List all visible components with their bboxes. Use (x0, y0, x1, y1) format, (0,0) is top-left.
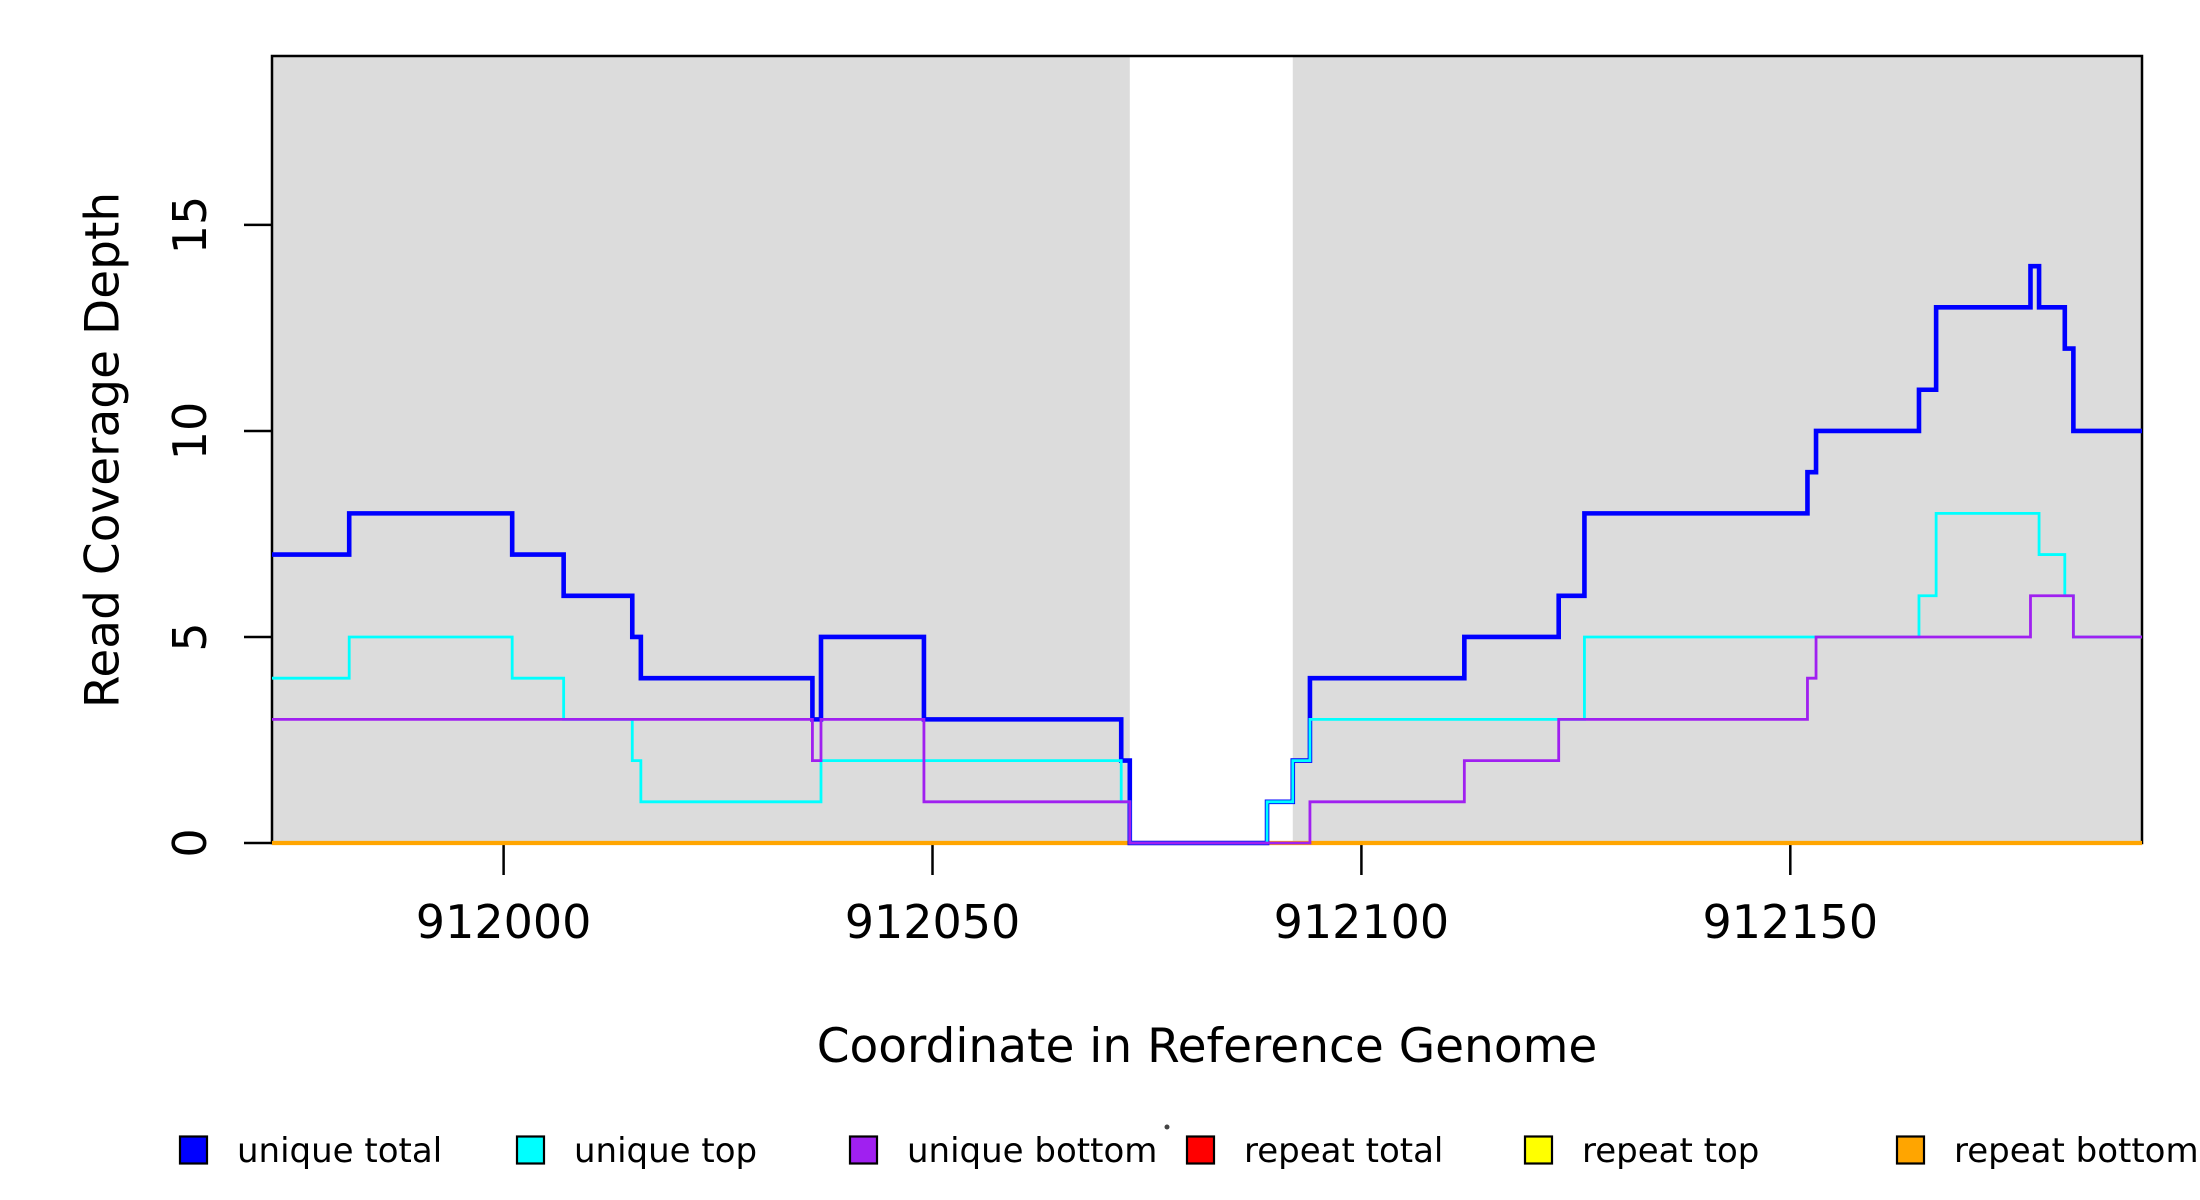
x-axis-title: Coordinate in Reference Genome (817, 1019, 1598, 1074)
legend-swatch-repeat-bottom (1895, 1135, 1926, 1165)
legend-swatch-unique-bottom (848, 1135, 879, 1165)
legend-label-unique-total: unique total (237, 1131, 442, 1171)
legend-label-unique-bottom: unique bottom (907, 1131, 1157, 1171)
y-tick-label-15: 15 (163, 196, 217, 255)
legend-label-unique-top: unique top (574, 1131, 757, 1171)
x-tick-label-912150: 912150 (1702, 895, 1878, 949)
legend-label-repeat-bottom: repeat bottom (1954, 1131, 2199, 1171)
legend-label-repeat-top: repeat top (1582, 1131, 1759, 1171)
y-tick-label-10: 10 (163, 402, 217, 461)
x-tick-label-912100: 912100 (1274, 895, 1450, 949)
x-tick-label-912050: 912050 (845, 895, 1021, 949)
legend-swatch-unique-top (515, 1135, 546, 1165)
series-line-unique-bottom (272, 594, 2142, 845)
legend-label-repeat-total: repeat total (1244, 1131, 1443, 1171)
legend-swatch-repeat-top (1523, 1135, 1554, 1165)
x-tick-label-912000: 912000 (416, 895, 592, 949)
legend-swatch-unique-total (178, 1135, 209, 1165)
y-tick-label-0: 0 (163, 828, 217, 857)
legend-swatch-repeat-total (1185, 1135, 1216, 1165)
y-axis-title: Read Coverage Depth (76, 192, 131, 708)
right-gray-region (1292, 56, 2142, 843)
y-tick-label-5: 5 (163, 622, 217, 651)
series-line-unique-top (272, 511, 2142, 845)
left-gray-region (272, 56, 1130, 843)
stray-dot (1164, 1124, 1170, 1130)
